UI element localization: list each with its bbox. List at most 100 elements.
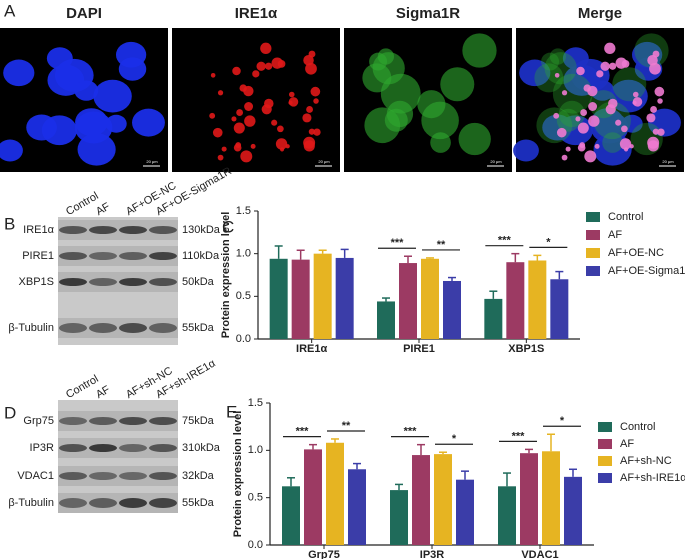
protein-label: β-Tubulin [8,497,54,509]
legend-label: AF+OE-NC [608,247,664,259]
red-signal [579,142,586,148]
protein-label: IP3R [30,442,55,454]
nucleus [0,139,23,162]
blot-strip [58,318,178,338]
red-signal [657,128,665,136]
y-axis-label: Protein expression level [220,212,232,339]
red-signal [565,146,571,152]
red-signal [577,122,589,134]
red-signal [221,146,227,152]
red-signal [303,136,316,149]
band [149,226,177,234]
band [89,498,117,508]
y-tick-label: 1.0 [248,444,263,456]
band [59,444,87,452]
red-signal [605,104,616,115]
bar [291,259,310,339]
bar [443,280,461,339]
red-signal [288,100,293,105]
red-signal [209,112,216,119]
y-tick-label: 1.0 [236,248,251,260]
legend-swatch [598,439,612,449]
blot-strip [58,466,178,486]
protein-label: VDAC1 [17,470,54,482]
legend-label: AF [608,229,622,241]
x-tick-label: IP3R [420,549,445,559]
band [119,472,147,480]
nucleus [74,80,99,101]
size-label: 130kDa [182,224,221,236]
bar [550,279,569,339]
scale-label: 20 μm [146,159,158,164]
image-title: Sigma1R [396,5,460,22]
green-signal [458,122,491,156]
x-tick-label: PIRE1 [403,343,435,355]
significance-label: *** [512,430,526,442]
red-signal [210,73,216,78]
bar [304,449,322,545]
bar [506,262,525,339]
band [119,278,147,286]
bar [335,257,354,339]
legend-label: AF+sh-IRE1α [620,472,685,484]
legend-swatch [598,422,612,432]
nucleus [41,115,77,146]
green-signal [630,122,663,156]
green-signal [536,107,573,144]
red-signal [212,127,223,138]
micrograph: 20 μm [344,28,512,172]
legend-swatch [586,212,600,222]
red-signal [588,115,600,127]
significance-label: * [546,236,551,248]
band [119,252,147,260]
y-tick-label: 0.5 [236,290,251,302]
band [149,252,177,260]
red-signal [652,128,659,135]
red-signal [596,70,604,78]
size-label: 310kDa [182,442,221,454]
protein-label: XBP1S [19,276,54,288]
red-signal [587,85,598,97]
red-signal [561,90,568,96]
y-tick-label: 1.5 [236,205,251,217]
band [149,278,177,286]
significance-label: *** [391,237,405,249]
size-label: 32kDa [182,470,215,482]
significance-label: ** [437,239,446,251]
red-signal [252,70,260,78]
red-signal [556,127,567,138]
red-signal [271,57,283,69]
image-title: DAPI [66,5,102,22]
red-signal [657,98,663,104]
red-signal [277,125,284,133]
red-signal [632,91,639,98]
lane-label: AF [94,384,112,402]
panel-label: A [4,1,16,20]
size-label: 110kDa [182,250,220,262]
band [89,278,117,286]
green-signal [544,52,577,85]
bar [421,258,439,339]
green-signal [612,67,647,102]
image-title: IRE1α [235,5,278,22]
red-signal [302,113,312,123]
band [89,226,117,234]
red-signal [615,57,627,69]
blot-strip [58,411,178,431]
bar [434,454,452,545]
red-signal [575,116,581,122]
nucleus [513,139,539,162]
legend-swatch [598,456,612,466]
bar [484,298,503,339]
legend-swatch [586,230,600,240]
x-tick-label: VDAC1 [521,549,558,559]
red-signal [553,112,560,119]
nucleus [115,41,147,68]
red-signal [619,138,632,150]
bar [326,442,344,545]
band [89,472,117,480]
blot-strip [58,493,178,513]
band [119,444,147,452]
legend-label: AF+sh-NC [620,455,672,467]
nucleus [74,111,113,144]
